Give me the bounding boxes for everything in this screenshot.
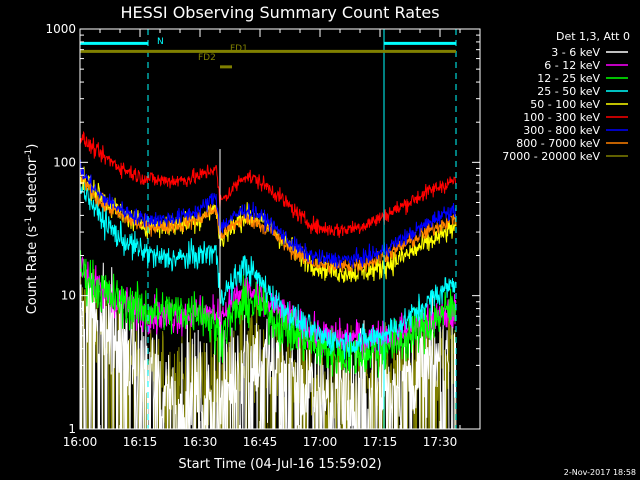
legend-label: 100 - 300 keV [523, 111, 600, 124]
y-label-sup1: -1 [24, 217, 34, 226]
marker-layer [80, 29, 457, 429]
y-tick-label: 10 [61, 289, 76, 303]
legend-label: 7000 - 20000 keV [502, 150, 600, 163]
series-line-12-25-kev [80, 250, 457, 378]
legend-label: 25 - 50 keV [537, 85, 600, 98]
x-tick-label: 16:45 [243, 435, 278, 449]
series-line-25-50-kev [80, 173, 457, 360]
y-label-end: ) [25, 144, 40, 149]
y-label-sup2: -1 [24, 149, 34, 158]
series-line-3-6-kev [80, 262, 457, 429]
x-tick-label: 17:15 [363, 435, 398, 449]
legend-label: 6 - 12 keV [544, 59, 600, 72]
chart-title: HESSI Observing Summary Count Rates [120, 3, 439, 22]
legend-label: 3 - 6 keV [551, 46, 600, 59]
plot-area [80, 130, 457, 429]
y-tick-label: 100 [53, 155, 76, 169]
axis-ticks: 16:00 16:15 16:30 16:45 17:00 17:15 17:30 1 10 10… [45, 22, 480, 449]
x-tick-label: 16:30 [183, 435, 218, 449]
legend-label: 50 - 100 keV [530, 98, 600, 111]
night-annotation: N [157, 37, 164, 47]
y-tick-label: 1 [68, 422, 76, 436]
y-label-mid: detector [25, 157, 40, 217]
series-line-800-7000-kev [80, 168, 457, 275]
series-line-100-300-kev [80, 130, 457, 238]
y-tick-label: 1000 [45, 22, 76, 36]
timestamp: 2-Nov-2017 18:58 [564, 468, 636, 477]
legend-label: 12 - 25 keV [537, 72, 600, 85]
fd2-annotation: FD2 [198, 53, 216, 63]
series-line-300-800-kev [80, 159, 457, 270]
y-axis-label: Count Rate (s-1 detector-1) [24, 144, 40, 315]
legend-title: Det 1,3, Att 0 [556, 30, 630, 43]
x-tick-label: 16:00 [63, 435, 98, 449]
series-line-50-100-kev [80, 166, 457, 283]
fd1-annotation: FD1 [230, 44, 248, 54]
y-label-main: Count Rate (s [25, 226, 40, 315]
x-tick-label: 17:30 [423, 435, 458, 449]
legend-label: 300 - 800 keV [523, 124, 600, 137]
x-tick-label: 16:15 [123, 435, 158, 449]
x-axis-label: Start Time (04-Jul-16 15:59:02) [178, 457, 381, 472]
legend-label: 800 - 7000 keV [516, 137, 600, 150]
x-tick-label: 17:00 [303, 435, 338, 449]
